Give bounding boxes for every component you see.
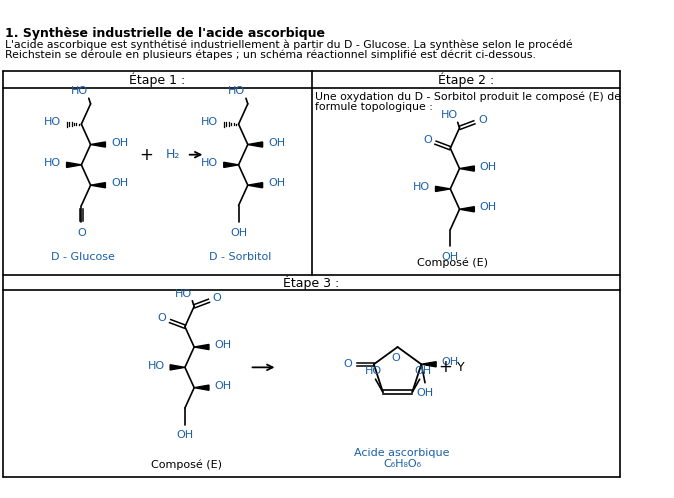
Text: O: O [423,135,432,145]
Text: HO: HO [71,87,88,97]
Text: HO: HO [148,361,164,371]
Text: O: O [392,353,400,363]
Text: OH: OH [230,228,247,238]
Text: O: O [213,293,222,303]
Polygon shape [90,183,105,188]
Polygon shape [248,142,263,147]
Text: OH: OH [441,252,459,262]
Text: OH: OH [177,430,193,440]
Polygon shape [194,345,209,350]
Text: OH: OH [415,366,432,375]
Text: +: + [139,146,153,164]
Polygon shape [460,166,474,171]
Text: O: O [478,115,487,124]
Polygon shape [421,362,436,367]
Text: Étape 2 :: Étape 2 : [438,73,494,87]
Text: formule topologique :: formule topologique : [315,102,433,112]
Text: O: O [158,313,166,323]
Text: L'acide ascorbique est synthétisé industriellement à partir du D - Glucose. La s: L'acide ascorbique est synthétisé indust… [5,39,572,50]
Text: Étape 1 :: Étape 1 : [129,73,185,87]
Polygon shape [248,183,263,188]
Text: OH: OH [268,137,285,148]
Text: O: O [77,228,86,238]
Text: OH: OH [111,137,128,148]
Polygon shape [90,142,105,147]
Polygon shape [460,207,474,212]
Text: Composé (E): Composé (E) [417,257,487,268]
Text: +: + [439,359,453,376]
Text: HO: HO [175,289,192,299]
Text: 1. Synthèse industrielle de l'acide ascorbique: 1. Synthèse industrielle de l'acide asco… [5,27,325,40]
Text: Composé (E): Composé (E) [151,459,222,470]
Text: Reichstein se déroule en plusieurs étapes ; un schéma réactionnel simplifié est : Reichstein se déroule en plusieurs étape… [5,49,536,60]
Text: OH: OH [480,202,497,212]
Polygon shape [224,162,239,167]
Text: D - Sorbitol: D - Sorbitol [209,252,272,262]
Text: HO: HO [365,366,382,375]
Text: OH: OH [268,178,285,188]
Text: H₂: H₂ [166,148,180,161]
Polygon shape [67,162,82,167]
Text: HO: HO [44,158,61,168]
Polygon shape [194,385,209,390]
Text: Une oxydation du D - Sorbitol produit le composé (E) de: Une oxydation du D - Sorbitol produit le… [315,92,621,102]
Text: HO: HO [412,182,430,192]
Text: C₆H₈O₆: C₆H₈O₆ [384,459,421,469]
Text: D - Glucose: D - Glucose [51,252,115,262]
Text: Y: Y [457,361,464,374]
Text: Acide ascorbique: Acide ascorbique [355,448,450,458]
Text: OH: OH [480,162,497,172]
Text: O: O [343,359,352,369]
Text: Étape 3 :: Étape 3 : [284,275,340,289]
Text: HO: HO [201,118,218,127]
Text: HO: HO [441,111,458,121]
Polygon shape [435,186,450,192]
Polygon shape [170,365,185,370]
Text: OH: OH [111,178,128,188]
Text: OH: OH [441,358,459,368]
Text: OH: OH [214,381,232,391]
Text: HO: HO [44,118,61,127]
Text: HO: HO [201,158,218,168]
Text: HO: HO [228,87,245,97]
Text: OH: OH [214,340,232,350]
Text: OH: OH [417,388,433,398]
